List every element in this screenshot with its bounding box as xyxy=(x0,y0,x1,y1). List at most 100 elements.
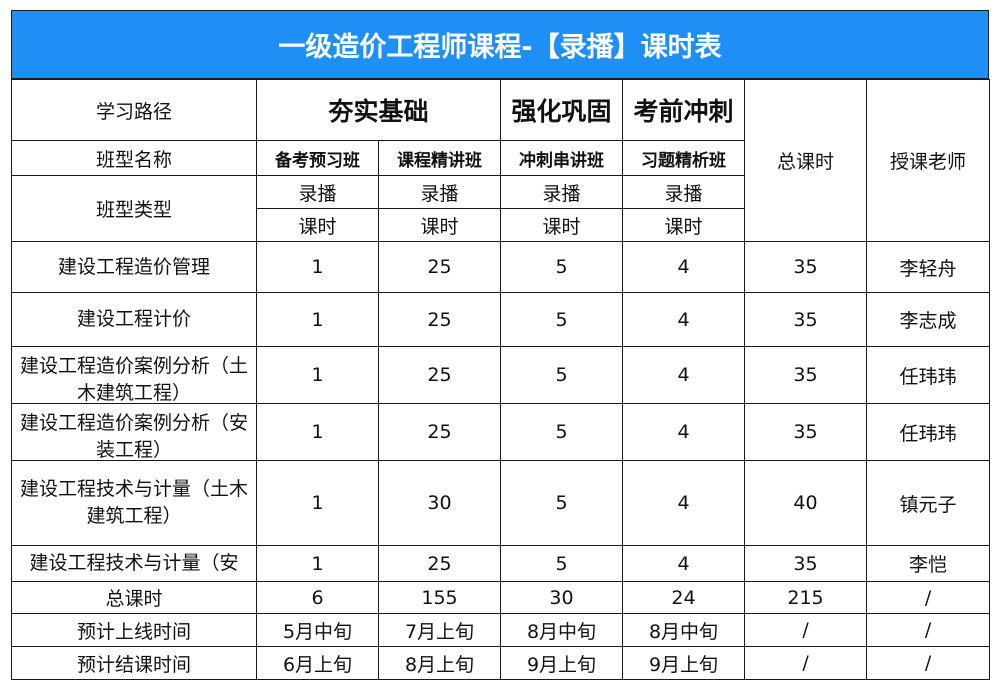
class-unit: 课时 xyxy=(256,208,379,242)
header-row-unit: 课时 课时 课时 课时 xyxy=(12,208,990,242)
hours-cell: 4 xyxy=(622,460,746,546)
teacher-cell: 镇元子 xyxy=(866,460,991,546)
subject-name: 建设工程技术与计量（安 xyxy=(11,545,257,582)
summary-cell: 9月上旬 xyxy=(500,646,624,680)
summary-cell: 7月上旬 xyxy=(377,613,502,647)
hours-cell: 5 xyxy=(500,545,624,582)
summary-label: 总课时 xyxy=(11,581,257,614)
total-hours-cell: 35 xyxy=(744,545,868,582)
hours-cell: 25 xyxy=(377,403,502,461)
hours-cell: 30 xyxy=(377,460,502,546)
table-row: 建设工程计价 1 25 5 4 35 李志成 xyxy=(11,292,991,347)
class-name: 课程精讲班 xyxy=(377,140,502,176)
class-unit: 课时 xyxy=(377,208,502,242)
summary-cell: 24 xyxy=(622,581,746,614)
class-name-label: 班型名称 xyxy=(11,140,257,176)
hours-cell: 1 xyxy=(256,241,379,293)
subject-name: 建设工程造价案例分析（安装工程） xyxy=(11,403,257,461)
hours-cell: 1 xyxy=(256,545,379,582)
total-hours-cell: 35 xyxy=(744,292,868,347)
table-row: 建设工程技术与计量（安 1 25 5 4 35 李恺 xyxy=(11,545,991,582)
teacher-header: 授课老师 xyxy=(866,79,991,242)
table-row: 建设工程造价管理 1 25 5 4 35 李轻舟 xyxy=(11,241,991,293)
teacher-cell: 李恺 xyxy=(866,545,991,582)
header-row-class: 班型名称 备考预习班 课程精讲班 冲刺串讲班 习题精析班 xyxy=(11,140,990,176)
class-type: 录播 xyxy=(256,175,379,209)
summary-row: 总课时 6 155 30 24 215/ xyxy=(11,581,991,614)
summary-cell: 5月中旬 xyxy=(256,613,379,647)
stage-strengthen: 强化巩固 xyxy=(500,79,624,141)
table-row: 建设工程造价案例分析（安装工程） 1 25 5 4 35 任玮玮 xyxy=(11,403,991,461)
total-hours-cell: 35 xyxy=(744,241,868,293)
subject-name-text: 建设工程技术与计量（土木建筑工程） xyxy=(19,478,248,527)
header-row-path: 学习路径 夯实基础 强化巩固 考前冲刺 总课时 授课老师 xyxy=(11,79,991,242)
subject-name: 建设工程技术与计量（土木建筑工程） xyxy=(11,460,257,546)
stage-foundation: 夯实基础 xyxy=(255,79,502,141)
class-type: 录播 xyxy=(622,175,746,209)
total-hours-cell: 40 xyxy=(744,460,868,546)
page-title: 一级造价工程师课程-【录播】课时表 xyxy=(11,10,989,79)
total-hours-cell: 35 xyxy=(744,403,868,461)
subject-name-clip: 建设工程造价案例分析（土木建筑工程） xyxy=(13,349,256,401)
table-row: 建设工程技术与计量（土木建筑工程） 1 30 5 4 40 镇元子 xyxy=(11,460,991,546)
summary-row: 预计上线时间 5月中旬 7月上旬 8月中旬 8月中旬 / / xyxy=(11,613,991,647)
hours-cell: 5 xyxy=(500,292,624,347)
hours-cell: 1 xyxy=(256,460,379,546)
summary-total-cell: / xyxy=(744,613,868,647)
hours-cell: 4 xyxy=(622,346,746,404)
table-row: 建设工程造价案例分析（土木建筑工程） 1 25 5 4 35 任玮玮 xyxy=(11,346,991,404)
summary-label: 预计结课时间 xyxy=(11,646,257,680)
class-type: 录播 xyxy=(377,175,502,209)
class-unit: 课时 xyxy=(622,208,746,242)
hours-cell: 25 xyxy=(377,346,502,404)
hours-cell: 4 xyxy=(622,545,746,582)
subject-name-text: 建设工程造价案例分析（安装工程） xyxy=(19,412,248,458)
hours-cell: 5 xyxy=(500,346,624,404)
hours-cell: 5 xyxy=(500,241,624,293)
subject-name: 建设工程计价 xyxy=(11,292,257,347)
summary-teacher-cell: / xyxy=(866,613,991,647)
summary-cell: 8月中旬 xyxy=(500,613,624,647)
stage-sprint: 考前冲刺 xyxy=(622,79,746,141)
hours-cell: 25 xyxy=(377,241,502,293)
hours-cell: 4 xyxy=(622,241,746,293)
summary-cell: 9月上旬 xyxy=(622,646,746,680)
summary-row: 预计结课时间 6月上旬 8月上旬 9月上旬 9月上旬 / / xyxy=(11,646,991,680)
schedule-table: 学习路径 夯实基础 强化巩固 考前冲刺 总课时 授课老师 班型名称 备考预习班 … xyxy=(11,79,991,680)
summary-total-cell: / xyxy=(744,646,868,680)
class-type: 录播 xyxy=(500,175,624,209)
summary-teacher-cell: / xyxy=(866,646,991,680)
path-label: 学习路径 xyxy=(11,79,257,141)
subject-name-clip: 建设工程造价案例分析（安装工程） xyxy=(13,406,256,458)
hours-cell: 4 xyxy=(622,292,746,347)
hours-cell: 1 xyxy=(256,292,379,347)
summary-label: 预计上线时间 xyxy=(11,613,257,647)
subject-name: 建设工程造价案例分析（土木建筑工程） xyxy=(11,346,257,404)
class-name: 习题精析班 xyxy=(622,140,746,176)
class-name: 冲刺串讲班 xyxy=(500,140,624,176)
summary-cell: 155 xyxy=(377,581,502,614)
subject-name-text: 建设工程计价 xyxy=(76,308,191,330)
teacher-cell: 任玮玮 xyxy=(866,346,991,404)
summary-cell: 8月中旬 xyxy=(622,613,746,647)
teacher-cell: 任玮玮 xyxy=(866,403,991,461)
teacher-cell: 李志成 xyxy=(866,292,991,347)
teacher-cell: 李轻舟 xyxy=(866,241,991,293)
summary-cell: 8月上旬 xyxy=(377,646,502,680)
subject-name-text: 建设工程造价管理 xyxy=(57,255,210,278)
header-row-type: 班型类型 录播 录播 录播 录播 xyxy=(11,175,990,242)
hours-cell: 1 xyxy=(256,403,379,461)
hours-cell: 1 xyxy=(256,346,379,404)
hours-cell: 5 xyxy=(500,403,624,461)
summary-cell: 6月上旬 xyxy=(256,646,379,680)
subject-name-text: 建设工程造价案例分析（土木建筑工程） xyxy=(19,355,248,401)
class-type-label: 班型类型 xyxy=(11,175,257,242)
summary-teacher-cell: / xyxy=(866,581,991,614)
hours-cell: 4 xyxy=(622,403,746,461)
hours-cell: 25 xyxy=(377,545,502,582)
schedule-sheet: 一级造价工程师课程-【录播】课时表 学习路径 夯实基础 强化巩固 考前冲刺 总课… xyxy=(11,10,991,680)
summary-cell: 6 xyxy=(256,581,379,614)
subject-name: 建设工程造价管理 xyxy=(11,241,257,293)
subject-name-text: 建设工程技术与计量（安 xyxy=(29,552,239,574)
class-unit: 课时 xyxy=(500,208,624,242)
